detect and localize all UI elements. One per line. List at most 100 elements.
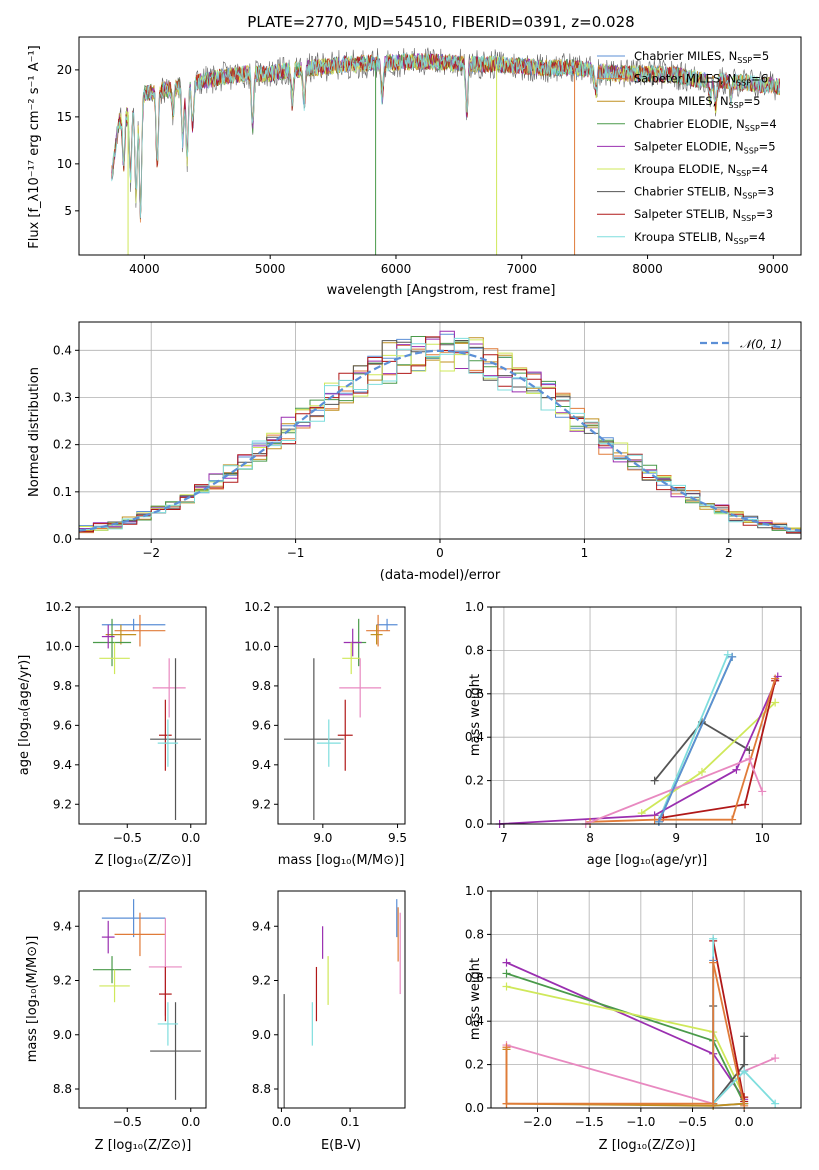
weight-vs-age-point-marker <box>728 652 737 661</box>
weight-vs-age-series-line <box>499 676 779 825</box>
age-vs-Z-panel: −0.5 0.0 9.2 9.4 9.6 9.8 10.0 10.2 <box>45 600 207 845</box>
mass-vs-Z-ytick-label: 9.0 <box>53 1028 72 1042</box>
age-vs-mass-frame <box>277 606 406 825</box>
weight-vs-Z-ytick-label: 0.0 <box>465 1101 484 1115</box>
age-vs-mass-ytick-label: 9.4 <box>252 758 271 772</box>
legend-count: =6 <box>751 72 768 86</box>
wAge-ylabel: mass weight <box>468 674 483 756</box>
age-vs-mass-ytick-label: 10.2 <box>244 600 271 614</box>
residuals-ytick-label: 0.3 <box>53 390 72 404</box>
weight-vs-age-ytick-label: 0.0 <box>465 817 484 831</box>
weight-vs-age-point-marker <box>697 767 706 776</box>
wZ-xlabel: Z [log₁₀(Z/Z⊙)] <box>599 1138 696 1153</box>
mass-vs-EBV-ytick-label: 9.4 <box>252 919 271 933</box>
weight-vs-age-xtick-label: 7 <box>500 831 508 845</box>
ageZ-ylabel: age [log₁₀(age/yr)] <box>17 655 32 776</box>
spectrum-series-line <box>111 53 780 219</box>
legend-subscript: SSP <box>729 101 744 110</box>
mass-vs-EBV-frame <box>277 890 406 1109</box>
weight-vs-Z-frame <box>490 890 802 1109</box>
age-vs-mass-panel: 9.0 9.5 9.2 9.4 9.6 9.8 10.0 10.2 <box>244 600 407 845</box>
residuals-xtick-label: 0 <box>436 546 444 560</box>
weight-vs-Z-point-marker <box>709 958 718 967</box>
wZ-ylabel: mass weight <box>468 958 483 1040</box>
mass-vs-EBV-xtick-label: 0.1 <box>341 1115 360 1129</box>
residuals-legend-label: 𝒩(0, 1) <box>740 337 782 351</box>
mass-vs-EBV-panel: 0.0 0.1 8.8 9.0 9.2 9.4 <box>252 890 406 1129</box>
weight-vs-Z-point-marker <box>502 982 511 991</box>
residuals-xlabel: (data-model)/error <box>380 568 501 583</box>
mass-vs-Z-frame <box>78 890 207 1109</box>
weight-vs-Z-series-line <box>505 962 746 1106</box>
spectrum-ytick-label: 15 <box>57 110 72 124</box>
weight-vs-Z-series-line <box>506 985 746 1098</box>
age-vs-mass-ytick-label: 9.8 <box>252 679 271 693</box>
weight-vs-Z-point-marker <box>502 958 511 967</box>
weight-vs-age-xtick-label: 8 <box>586 831 594 845</box>
weight-vs-age-point-marker <box>745 754 754 763</box>
spectrum-legend-label: Kroupa ELODIE, NSSP=4 <box>634 162 768 178</box>
age-vs-mass-ytick-label: 9.6 <box>252 718 271 732</box>
weight-vs-age-series-line <box>589 678 777 823</box>
age-vs-Z-frame <box>78 606 207 825</box>
weight-vs-age-ytick-label: 0.4 <box>465 730 484 744</box>
spectrum-xtick-label: 4000 <box>129 262 160 276</box>
massZ-ylabel: mass [log₁₀(M/M⊙)] <box>25 936 40 1063</box>
weight-vs-Z-xtick-label: −1.0 <box>626 1115 655 1129</box>
spectrum-legend-label: Salpeter STELIB, NSSP=3 <box>634 207 773 223</box>
age-vs-Z-xtick-label: −0.5 <box>113 831 142 845</box>
weight-vs-Z-point-marker <box>502 1043 511 1052</box>
spectrum-legend-label: Salpeter MILES, NSSP=6 <box>634 72 768 88</box>
legend-count: =5 <box>752 49 769 63</box>
age-vs-mass-xtick-label: 9.5 <box>388 831 407 845</box>
legend-subscript: SSP <box>742 192 757 201</box>
weight-vs-Z-point-marker <box>709 1099 718 1108</box>
weight-vs-age-series-line <box>658 654 729 821</box>
weight-vs-Z-xtick-label: 0.0 <box>735 1115 754 1129</box>
normal-curve <box>78 349 802 532</box>
weight-vs-Z-ytick-label: 0.6 <box>465 971 484 985</box>
weight-vs-Z-ytick-label: 0.8 <box>465 927 484 941</box>
spectrum-frame <box>78 36 802 256</box>
spectrum-legend-label: Chabrier STELIB, NSSP=3 <box>634 185 774 201</box>
age-vs-Z-ytick-label: 9.2 <box>53 797 72 811</box>
weight-vs-Z-ytick-label: 0.4 <box>465 1014 484 1028</box>
legend-subscript: SSP <box>736 169 751 178</box>
weight-vs-age-point-marker <box>771 698 780 707</box>
age-vs-Z-ytick-label: 9.8 <box>53 679 72 693</box>
spectrum-panel: 4000 5000 6000 7000 8000 9000 5 10 15 20 Chabrier … <box>57 36 802 276</box>
spectrum-xlabel: wavelength [Angstrom, rest frame] <box>327 283 556 298</box>
weight-vs-Z-series-line <box>506 972 746 1105</box>
legend-count: =4 <box>751 162 768 176</box>
weight-vs-age-point-marker <box>758 787 767 796</box>
residuals-ytick-label: 0.0 <box>53 532 72 546</box>
mass-vs-EBV-ytick-label: 9.2 <box>252 974 271 988</box>
weight-vs-age-series-line <box>658 656 733 823</box>
ageZ-xlabel: Z [log₁₀(Z/Z⊙)] <box>95 853 192 868</box>
weight-vs-Z-point-marker <box>740 1067 749 1076</box>
mass-vs-Z-ytick-label: 8.8 <box>53 1082 72 1096</box>
histogram-series-step <box>79 330 801 532</box>
weight-vs-age-point-marker <box>771 674 780 683</box>
residuals-frame <box>78 321 802 540</box>
wAge-xlabel: age [log₁₀(age/yr)] <box>587 853 708 868</box>
weight-vs-age-ytick-label: 0.8 <box>465 643 484 657</box>
mass-vs-EBV-ytick-label: 9.0 <box>252 1028 271 1042</box>
spectrum-xtick-label: 7000 <box>506 262 537 276</box>
residuals-panel: −2 −1 0 1 2 0.0 0.1 0.2 0.3 0.4 𝒩(0, 1) <box>53 321 802 560</box>
weight-vs-Z-xtick-label: −0.5 <box>678 1115 707 1129</box>
spectrum-legend-label: Kroupa STELIB, NSSP=4 <box>634 230 765 246</box>
age-vs-mass-xtick-label: 9.0 <box>313 831 332 845</box>
residuals-ylabel: Normed distribution <box>27 367 42 497</box>
massE-xlabel: E(B-V) <box>321 1138 361 1153</box>
weight-vs-age-point-marker <box>728 815 737 824</box>
weight-vs-age-xtick-label: 9 <box>672 831 680 845</box>
age-vs-Z-ytick-label: 10.0 <box>45 639 72 653</box>
spectrum-xtick-label: 6000 <box>381 262 412 276</box>
weight-vs-Z-point-marker <box>771 1054 780 1063</box>
weight-vs-Z-panel: −2.0 −1.5 −1.0 −0.5 0.0 0.0 0.2 0.4 0.6 0.8 1.0 <box>465 884 802 1129</box>
mass-vs-Z-ytick-label: 9.4 <box>53 919 72 933</box>
age-vs-Z-ytick-label: 10.2 <box>45 600 72 614</box>
mass-vs-EBV-xtick-label: 0.0 <box>272 1115 291 1129</box>
